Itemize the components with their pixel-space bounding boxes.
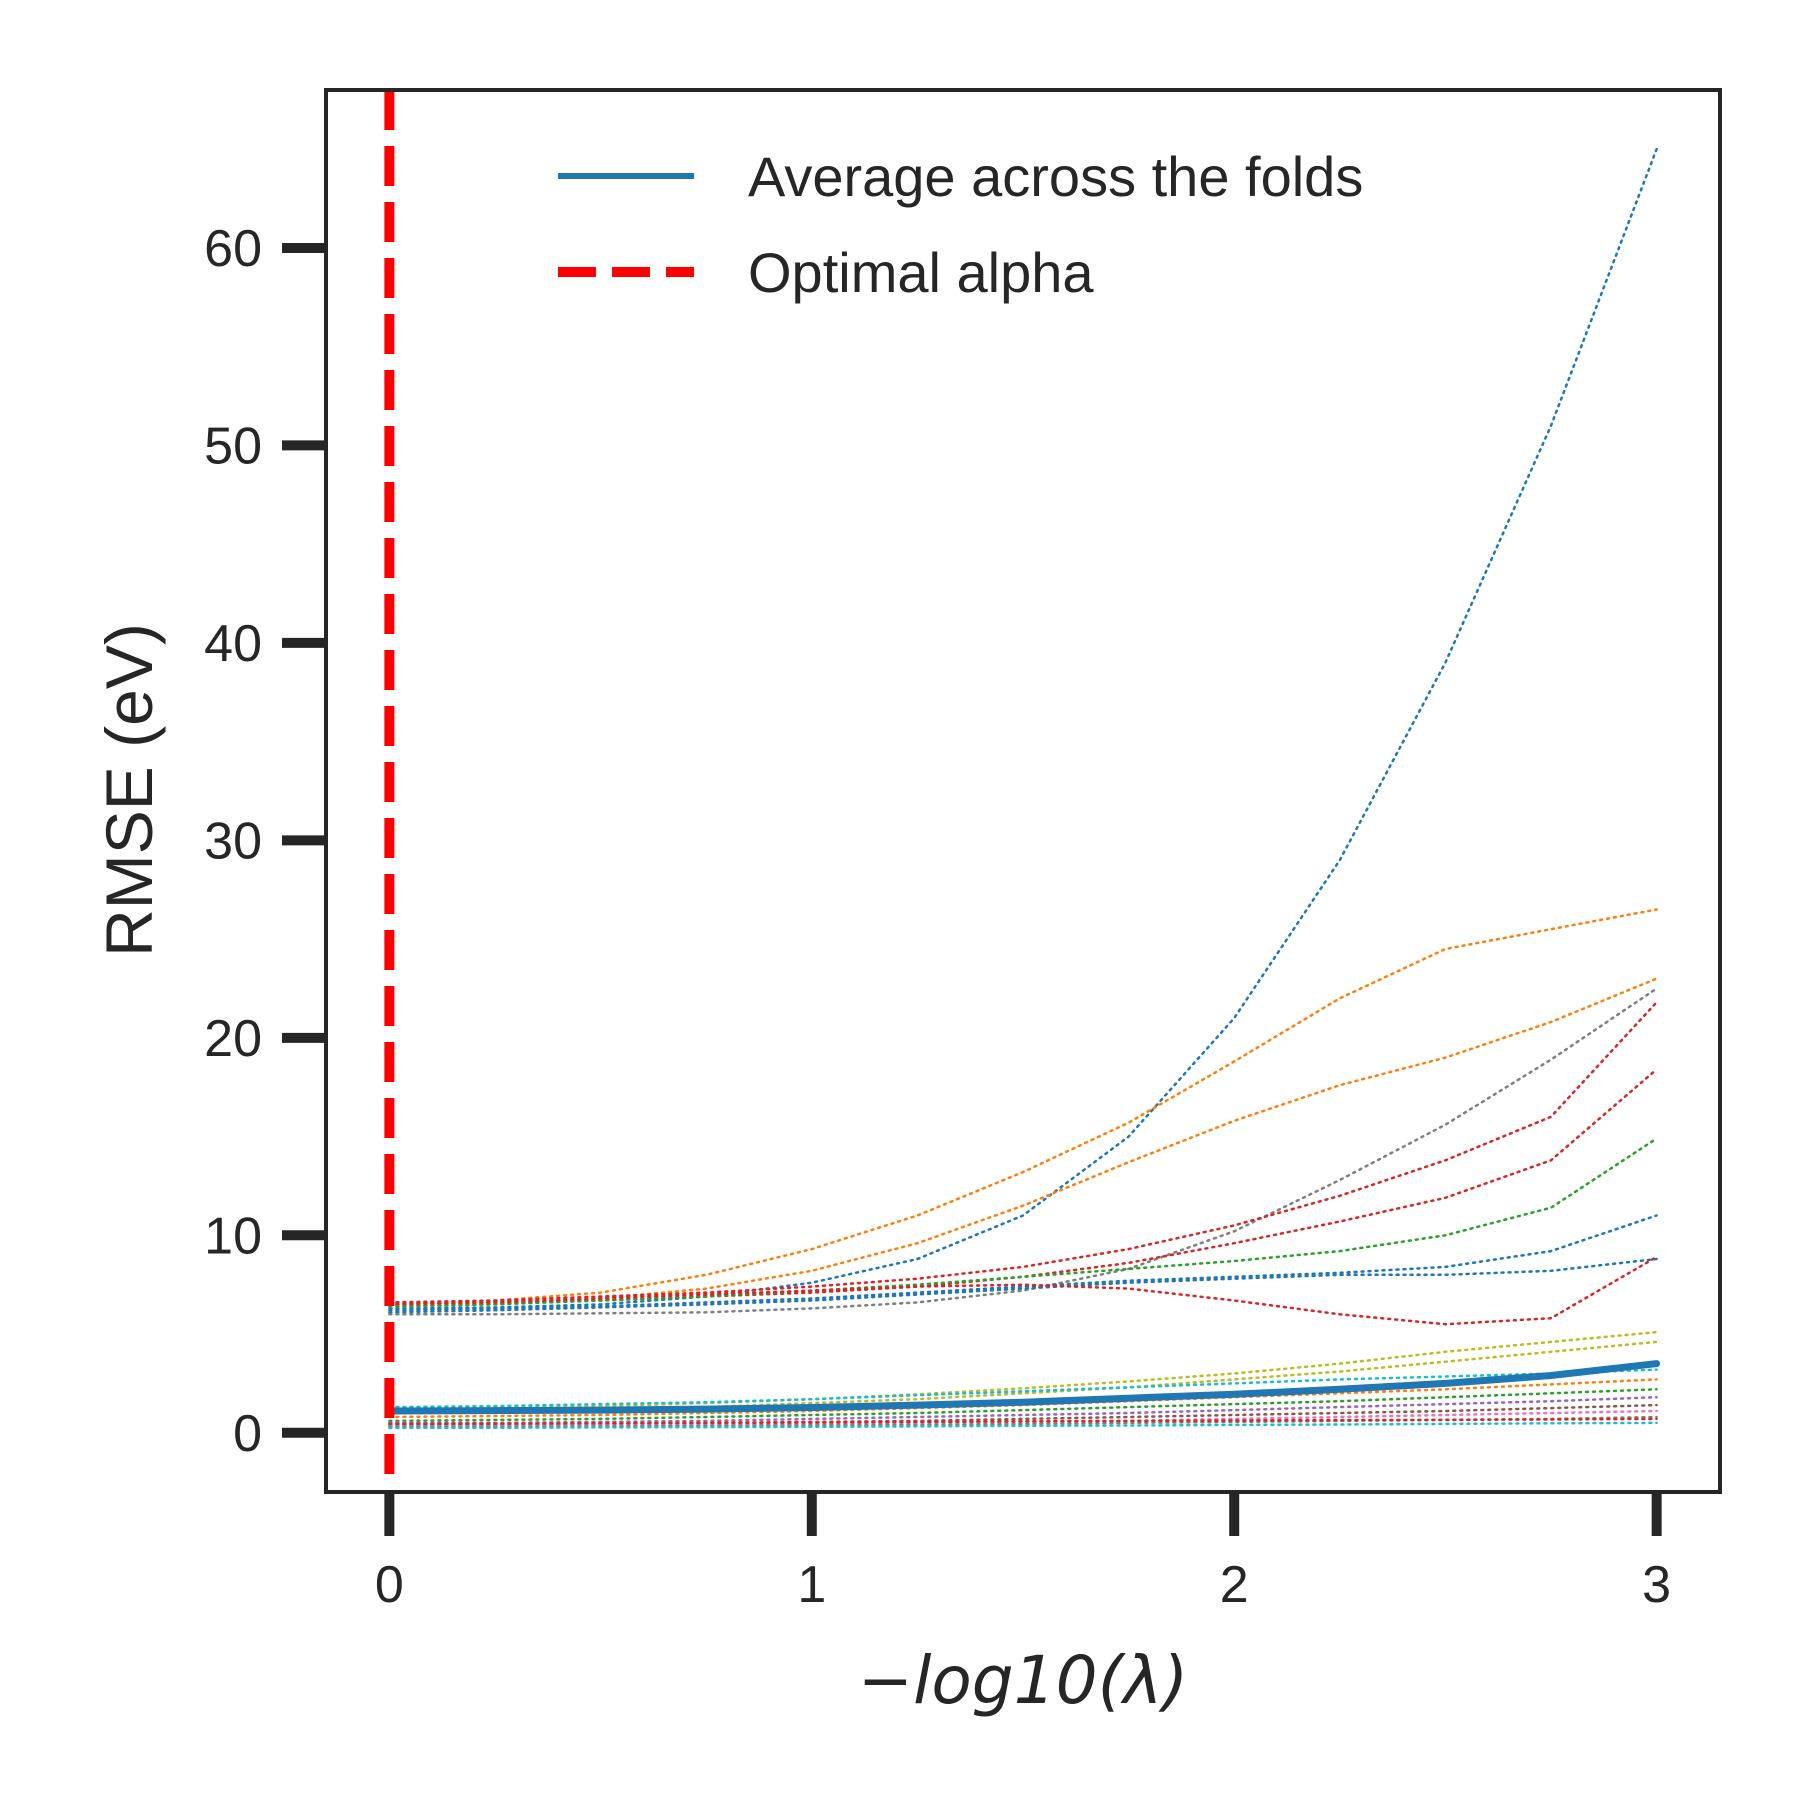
fold-line-7 <box>388 1137 1658 1308</box>
y-tick-label: 10 <box>204 1207 262 1265</box>
y-tick-label: 30 <box>204 812 262 870</box>
legend: Average across the folds Optimal alpha <box>558 145 1363 304</box>
fold-line-13 <box>388 1368 1658 1409</box>
plot-frame <box>324 88 1722 1494</box>
fold-line-20 <box>388 1421 1658 1430</box>
fold-line-1 <box>388 147 1658 1310</box>
legend-average-label: Average across the folds <box>748 145 1363 208</box>
y-axis-label: RMSE (eV) <box>92 623 166 957</box>
average-line <box>385 1360 1661 1415</box>
fold-line-16 <box>388 1395 1658 1425</box>
x-tick-label: 3 <box>1642 1556 1671 1614</box>
fold-line-15 <box>388 1388 1658 1423</box>
y-tick-label: 0 <box>233 1405 262 1463</box>
fold-line-21 <box>388 1417 1658 1426</box>
fold-line-9 <box>388 1257 1658 1314</box>
fold-line-11 <box>388 1330 1658 1411</box>
y-tick-label: 40 <box>204 615 262 673</box>
x-tick-label: 0 <box>375 1556 404 1614</box>
legend-optimal-label: Optimal alpha <box>748 241 1094 304</box>
y-tick-label: 60 <box>204 220 262 278</box>
x-axis: 0 1 2 3 <box>375 1492 1671 1614</box>
x-axis-label: −log10(λ) <box>858 1642 1188 1719</box>
fold-line-4 <box>388 987 1658 1316</box>
average-series-group <box>385 1360 1661 1415</box>
x-tick-label: 1 <box>797 1556 826 1614</box>
fold-line-5 <box>388 1001 1658 1304</box>
fold-line-2 <box>388 908 1658 1306</box>
y-axis: 0 10 20 30 40 50 60 <box>204 220 326 1463</box>
y-tick-label: 20 <box>204 1010 262 1068</box>
x-tick-label: 2 <box>1220 1556 1249 1614</box>
fold-line-14 <box>388 1378 1658 1419</box>
y-tick-label: 50 <box>204 417 262 475</box>
fold-line-10 <box>388 1255 1658 1326</box>
